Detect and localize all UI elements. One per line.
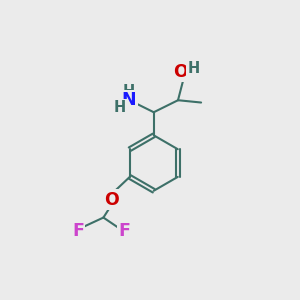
Text: H: H <box>123 84 135 99</box>
Text: O: O <box>105 190 119 208</box>
Text: H: H <box>188 61 200 76</box>
Text: F: F <box>72 221 84 239</box>
Text: O: O <box>173 63 188 81</box>
Text: N: N <box>122 91 136 109</box>
Text: H: H <box>114 100 126 115</box>
Text: F: F <box>118 222 130 240</box>
